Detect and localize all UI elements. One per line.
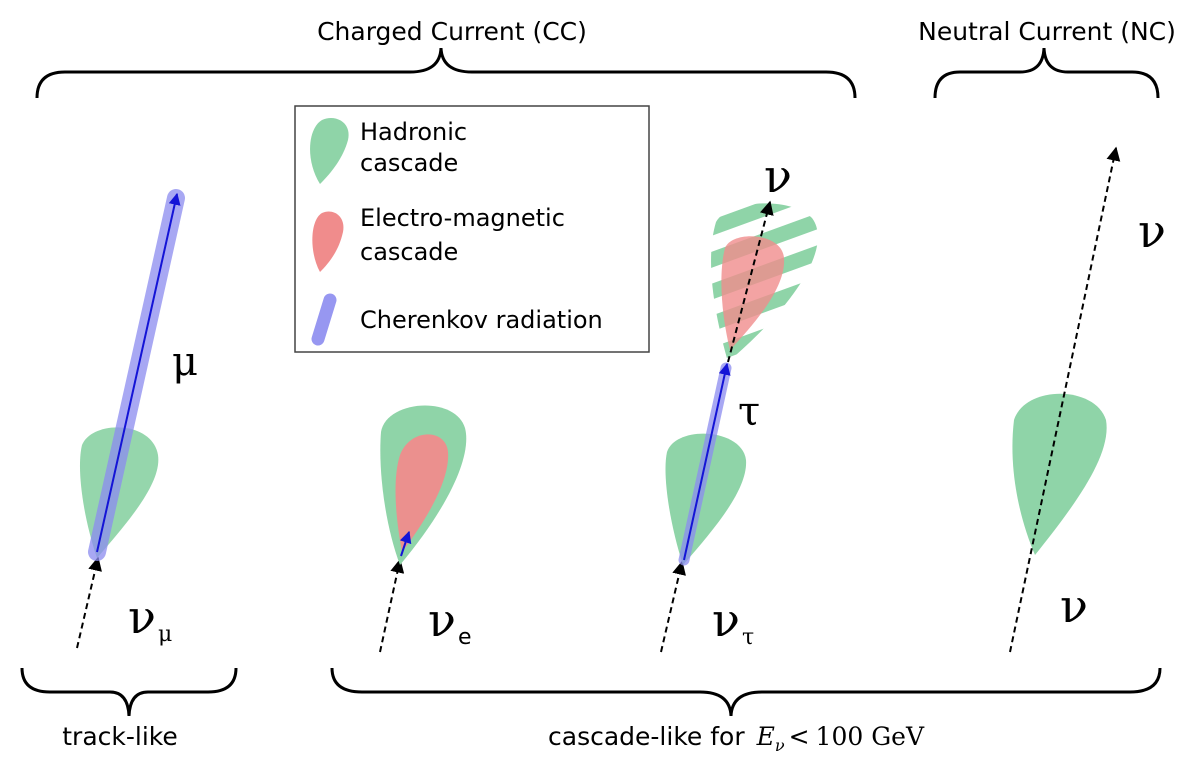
legend-hadronic-swatch	[310, 118, 349, 184]
nutau-incoming-arrow	[660, 560, 686, 653]
nutau-label-sub: τ	[742, 625, 754, 650]
legend-hadronic-label-line1: Hadronic	[360, 118, 467, 146]
nue-em-cascade	[395, 434, 449, 552]
cascade-like-less-than: <	[789, 722, 810, 751]
tau-label: τ	[738, 389, 760, 435]
nc-neutrino-arrow	[1009, 146, 1121, 653]
legend-cherenkov-label: Cherenkov radiation	[360, 306, 603, 334]
track-like-brace	[20, 667, 238, 717]
tau-decay-em-cascade	[721, 236, 785, 350]
legend-em-swatch	[312, 211, 344, 272]
cascade-like-value: 100 GeV	[816, 722, 925, 751]
muon-track-arrow	[96, 192, 181, 553]
legend: Hadronic cascade Electro-magnetic cascad…	[294, 105, 650, 353]
cc-header: Charged Current (CC)	[317, 17, 587, 46]
nc-event: ν ν	[1009, 146, 1166, 653]
cascade-like-brace	[330, 667, 1162, 717]
nue-label: νe	[428, 593, 472, 650]
numu-label: νμ	[128, 590, 172, 647]
nutau-outgoing-label: ν	[764, 149, 792, 203]
cascade-like-energy-sub: ν	[775, 736, 785, 755]
nue-incoming-arrow	[379, 558, 405, 653]
track-like-label: track-like	[62, 722, 178, 751]
numu-label-base: ν	[128, 590, 156, 644]
nc-header: Neutral Current (NC)	[918, 17, 1176, 46]
nutau-cc-event: τ ν ντ	[660, 149, 818, 653]
nc-outgoing-nu-label: ν	[1138, 204, 1166, 258]
cascade-like-energy-symbol: E	[756, 722, 775, 751]
nutau-outgoing-arrow	[727, 200, 774, 363]
nue-label-base: ν	[428, 593, 456, 647]
nue-label-sub: e	[458, 625, 472, 650]
numu-label-sub: μ	[158, 622, 172, 647]
numu-cc-event: μ νμ	[76, 189, 198, 649]
nc-brace	[933, 47, 1160, 99]
legend-em-label-line1: Electro-magnetic	[360, 204, 565, 232]
nc-hadronic-cascade	[1012, 393, 1107, 555]
cc-brace	[35, 47, 857, 99]
tau-track-arrow	[683, 362, 731, 561]
nue-electron-arrow	[399, 530, 412, 557]
nutau-label-base: ν	[712, 593, 740, 647]
cascade-like-prefix: cascade-like for	[548, 722, 745, 751]
nc-incoming-nu-label: ν	[1060, 579, 1088, 633]
legend-hadronic-label-line2: cascade	[360, 149, 458, 177]
muon-label: μ	[172, 339, 198, 385]
legend-border	[294, 105, 650, 353]
legend-em-label-line2: cascade	[360, 238, 458, 266]
numu-incoming-arrow	[76, 556, 102, 649]
cascade-like-label: cascade-like for Eν <100 GeV	[548, 722, 925, 755]
nutau-label: ντ	[712, 593, 754, 650]
legend-cherenkov-swatch	[311, 293, 337, 346]
nue-cc-event: νe	[379, 405, 472, 653]
